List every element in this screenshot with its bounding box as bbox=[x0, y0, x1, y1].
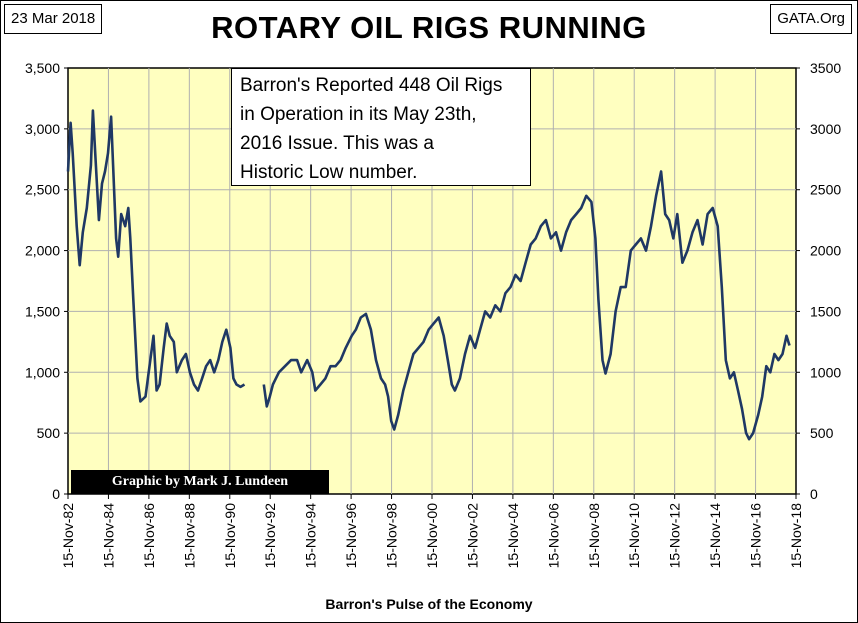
y-tick-label-right: 1500 bbox=[810, 303, 841, 319]
x-tick-label: 15-Nov-88 bbox=[181, 503, 197, 569]
y-tick-label-right: 3500 bbox=[810, 60, 841, 76]
x-tick-label: 15-Nov-10 bbox=[626, 503, 642, 569]
y-tick-label-left: 500 bbox=[37, 425, 61, 441]
x-tick-label: 15-Nov-96 bbox=[343, 503, 359, 569]
oil-rigs-series bbox=[66, 109, 791, 441]
x-tick-label: 15-Nov-86 bbox=[141, 503, 157, 569]
x-tick-label: 15-Nov-00 bbox=[424, 503, 440, 569]
x-tick-label: 15-Nov-90 bbox=[222, 503, 238, 569]
credit-label: Graphic by Mark J. Lundeen bbox=[71, 470, 329, 494]
x-tick-label: 15-Nov-92 bbox=[262, 503, 278, 569]
x-tick-label: 15-Nov-12 bbox=[667, 503, 683, 569]
x-tick-label: 15-Nov-94 bbox=[303, 503, 319, 569]
annotation-box: Barron's Reported 448 Oil Rigs in Operat… bbox=[231, 68, 531, 186]
y-tick-label-right: 3000 bbox=[810, 121, 841, 137]
y-tick-label-right: 1000 bbox=[810, 364, 841, 380]
y-tick-label-left: 3,000 bbox=[25, 121, 60, 137]
x-tick-label: 15-Nov-18 bbox=[788, 503, 804, 569]
y-tick-label-left: 0 bbox=[52, 486, 60, 502]
y-tick-label-right: 2500 bbox=[810, 182, 841, 198]
x-tick-label: 15-Nov-16 bbox=[748, 503, 764, 569]
x-tick-label: 15-Nov-08 bbox=[586, 503, 602, 569]
y-tick-label-left: 2,000 bbox=[25, 243, 60, 259]
y-tick-label-right: 0 bbox=[810, 486, 818, 502]
chart-title: ROTARY OIL RIGS RUNNING bbox=[211, 10, 647, 45]
source-label: GATA.Org bbox=[770, 4, 852, 34]
y-tick-label-left: 1,500 bbox=[25, 303, 60, 319]
x-tick-label: 15-Nov-06 bbox=[545, 503, 561, 569]
x-tick-label: 15-Nov-02 bbox=[464, 503, 480, 569]
x-tick-label: 15-Nov-82 bbox=[60, 503, 76, 569]
y-tick-label-right: 500 bbox=[810, 425, 834, 441]
x-tick-label: 15-Nov-14 bbox=[707, 503, 723, 569]
y-tick-label-left: 2,500 bbox=[25, 182, 60, 198]
x-tick-label: 15-Nov-98 bbox=[384, 503, 400, 569]
y-tick-label-right: 2000 bbox=[810, 243, 841, 259]
y-axis-right: 0 500 1000 1500 2000 2500 3000 3500 bbox=[796, 60, 841, 502]
date-label: 23 Mar 2018 bbox=[4, 4, 103, 34]
x-tick-label: 15-Nov-84 bbox=[100, 503, 116, 569]
series-line bbox=[66, 109, 246, 403]
y-tick-label-left: 1,000 bbox=[25, 364, 60, 380]
series-line bbox=[262, 170, 791, 441]
y-tick-label-left: 3,500 bbox=[25, 60, 60, 76]
x-tick-label: 15-Nov-04 bbox=[505, 503, 521, 569]
x-axis: 15-Nov-82 15-Nov-84 15-Nov-86 15-Nov-88 15-N… bbox=[60, 494, 804, 568]
x-axis-title: Barron's Pulse of the Economy bbox=[325, 596, 533, 612]
y-axis-left: 0 500 1,000 1,500 2,000 2,500 3,000 3,500 bbox=[25, 60, 68, 502]
